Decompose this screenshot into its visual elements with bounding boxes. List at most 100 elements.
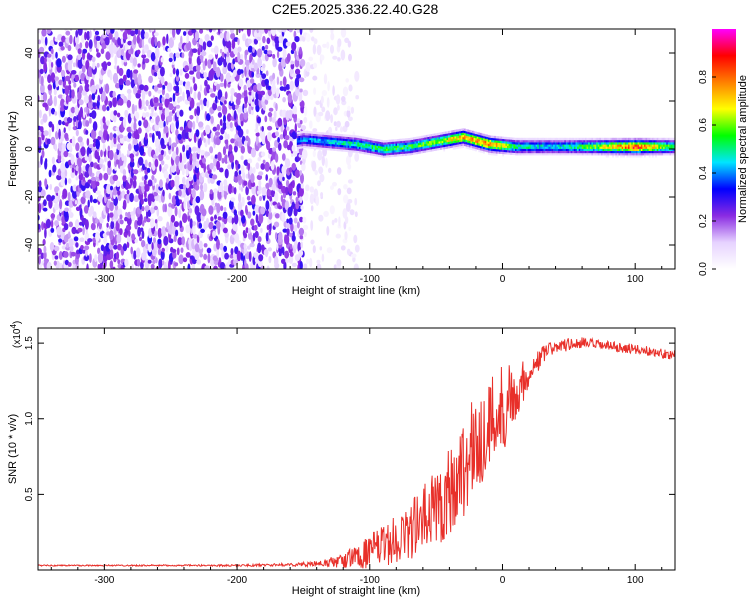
heatmap-signal-cell	[578, 144, 581, 147]
heatmap-signal-cell	[339, 138, 342, 141]
heatmap-signal-cell	[605, 137, 608, 141]
heatmap-signal-cell	[542, 142, 544, 145]
heatmap-cell	[70, 70, 77, 75]
heatmap-signal-cell	[390, 143, 393, 147]
heatmap-signal-cell	[355, 144, 358, 147]
heatmap-signal-cell	[487, 139, 490, 142]
heatmap-cell	[100, 149, 103, 158]
heatmap-cell	[153, 191, 159, 197]
heatmap-cell	[258, 179, 262, 187]
heatmap-cell	[59, 199, 63, 210]
heatmap-signal-cell	[441, 136, 444, 139]
heatmap-signal-cell	[653, 142, 656, 145]
heatmap-cell	[109, 100, 113, 109]
heatmap-cell	[277, 117, 283, 127]
heatmap-signal-cell	[634, 144, 637, 147]
heatmap-signal-cell	[604, 150, 606, 154]
heatmap-signal-cell	[413, 148, 415, 151]
heatmap-signal-cell	[422, 142, 425, 145]
heatmap-signal-cell	[435, 133, 438, 136]
heatmap-signal-cell	[454, 144, 457, 148]
heatmap-signal-cell	[535, 142, 538, 145]
heatmap-signal-cell	[435, 139, 438, 143]
heatmap-cell	[141, 220, 145, 227]
heatmap-signal-cell	[597, 144, 600, 147]
heatmap-cell	[196, 259, 202, 265]
heatmap-cell	[219, 48, 223, 54]
heatmap-signal-cell	[510, 143, 512, 147]
heatmap-cell	[284, 234, 290, 245]
heatmap-cell	[91, 110, 97, 119]
heatmap-cell	[230, 248, 234, 255]
heatmap-signal-cell	[540, 146, 543, 149]
heatmap-signal-cell	[489, 141, 492, 145]
heatmap-cell	[336, 259, 342, 267]
heatmap-signal-cell	[304, 143, 307, 147]
heatmap-cell	[283, 127, 287, 136]
heatmap-signal-cell	[612, 148, 614, 151]
heatmap-cell	[44, 158, 48, 164]
heatmap-signal-cell	[327, 137, 329, 140]
heatmap-cell	[247, 137, 251, 147]
heatmap-cell	[354, 211, 358, 218]
heatmap-signal-cell	[408, 140, 411, 143]
heatmap-signal-cell	[559, 142, 562, 145]
heatmap-signal-cell	[366, 150, 369, 153]
heatmap-cell	[151, 200, 156, 208]
heatmap-signal-cell	[589, 142, 592, 145]
heatmap-cell	[321, 253, 325, 262]
heatmap-signal-cell	[473, 148, 476, 151]
heatmap-cell	[178, 189, 182, 197]
heatmap-signal-cell	[607, 150, 610, 154]
heatmap-signal-cell	[620, 148, 622, 151]
heatmap-signal-cell	[484, 142, 487, 146]
heatmap-cell	[141, 37, 145, 49]
heatmap-cell	[256, 83, 262, 92]
heatmap-signal-cell	[448, 135, 450, 138]
heatmap-signal-cell	[572, 146, 575, 149]
heatmap-signal-cell	[663, 144, 665, 147]
heatmap-signal-cell	[441, 142, 444, 146]
heatmap-signal-cell	[387, 144, 390, 147]
heatmap-cell	[301, 162, 306, 172]
heatmap-cell	[241, 196, 245, 207]
heatmap-signal-cell	[328, 141, 331, 144]
heatmap-signal-cell	[615, 140, 618, 143]
heatmap-signal-cell	[497, 147, 500, 150]
heatmap-cell	[319, 246, 323, 251]
heatmap-cell	[44, 228, 47, 239]
heatmap-signal-cell	[637, 155, 640, 158]
heatmap-cell	[162, 131, 167, 139]
heatmap-signal-cell	[594, 142, 597, 145]
heatmap-signal-cell	[543, 153, 546, 156]
heatmap-signal-cell	[454, 134, 457, 137]
heatmap-cell	[137, 29, 141, 36]
heatmap-cell	[256, 48, 263, 58]
heatmap-cell	[137, 89, 142, 95]
heatmap-cell	[134, 238, 138, 244]
heatmap-cell	[313, 87, 317, 95]
heatmap-signal-cell	[596, 142, 598, 145]
heatmap-signal-cell	[366, 146, 369, 149]
heatmap-cell	[312, 75, 318, 81]
heatmap-signal-cell	[389, 148, 391, 151]
heatmap-cell	[106, 183, 112, 195]
heatmap-signal-cell	[575, 144, 578, 147]
heatmap-signal-cell	[545, 148, 547, 151]
heatmap-cell	[214, 154, 218, 159]
heatmap-signal-cell	[386, 150, 388, 154]
heatmap-signal-cell	[354, 143, 356, 147]
heatmap-signal-cell	[311, 146, 313, 149]
heatmap-cell	[194, 253, 200, 260]
heatmap-signal-cell	[664, 146, 667, 149]
heatmap-signal-cell	[406, 138, 409, 141]
heatmap-signal-cell	[529, 153, 532, 156]
heatmap-signal-cell	[527, 144, 530, 147]
heatmap-cell	[194, 108, 197, 117]
heatmap-signal-cell	[515, 146, 517, 149]
heatmap-cell	[315, 100, 320, 106]
heatmap-signal-cell	[457, 146, 460, 149]
heatmap-signal-cell	[444, 140, 447, 143]
heatmap-signal-cell	[479, 135, 482, 138]
heatmap-signal-cell	[535, 137, 538, 141]
